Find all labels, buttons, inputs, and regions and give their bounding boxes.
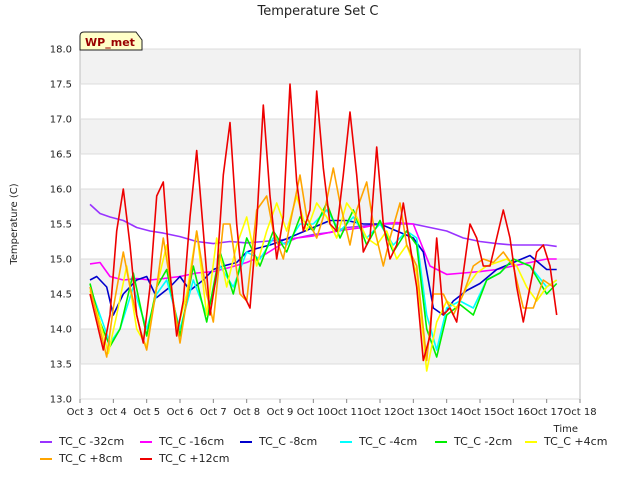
legend-item: TC_C -4cm [340, 435, 417, 448]
series-line-4 [89, 202, 558, 358]
legend-item: TC_C +8cm [40, 452, 122, 465]
legend-label: TC_C -2cm [454, 435, 513, 448]
x-tick-label: Oct 3 [67, 407, 94, 418]
y-tick-label: 15.5 [50, 220, 72, 231]
y-axis-ticks: 13.0 13.5 14.0 14.5 15.0 15.5 16.0 16.5 17.0 17.5… [50, 45, 72, 406]
legend-item: TC_C +4cm [525, 435, 607, 448]
x-tick-label: Oct 15 [463, 407, 496, 418]
legend-label: TC_C -8cm [259, 435, 318, 448]
legend-swatch [140, 440, 152, 443]
legend-swatch [435, 440, 447, 443]
legend: TC_C -32cm TC_C -16cm TC_C -8cm TC_C -4cm TC… [0, 432, 640, 476]
legend-item: TC_C +12cm [140, 452, 229, 465]
legend-label: TC_C -32cm [59, 435, 125, 448]
series-line-6 [89, 167, 554, 362]
y-tick-label: 14.5 [50, 290, 72, 301]
legend-swatch [340, 440, 352, 443]
x-tick-label: Oct 18 [563, 407, 596, 418]
y-tick-label: 13.0 [50, 395, 72, 406]
background-band [80, 84, 580, 119]
x-tick-label: Oct 4 [100, 407, 127, 418]
chart-title: Temperature Set C [256, 4, 378, 19]
x-tick-label: Oct 9 [267, 407, 294, 418]
y-axis-label: Temperature (C) [9, 183, 20, 265]
background-band [80, 49, 580, 84]
x-tick-label: Oct 16 [497, 407, 530, 418]
y-tick-label: 17.0 [50, 115, 72, 126]
x-axis-label: Time [553, 424, 578, 435]
x-tick-label: Oct 6 [167, 407, 194, 418]
background-band [80, 294, 580, 329]
annotation-badge: WP_met [79, 31, 143, 51]
x-tick-label: Oct 10 [297, 407, 330, 418]
legend-swatch [240, 440, 252, 443]
legend-label: TC_C +8cm [59, 452, 123, 465]
y-gridlines [80, 48, 580, 400]
y-tick-label: 16.0 [50, 185, 72, 196]
background-band [80, 259, 580, 294]
legend-item: TC_C -8cm [240, 435, 317, 448]
legend-swatch [525, 440, 537, 443]
series-lines [89, 83, 558, 372]
legend-label: TC_C -4cm [359, 435, 418, 448]
legend-swatch [40, 440, 52, 443]
y-tick-label: 14.0 [50, 325, 72, 336]
legend-label: TC_C +12cm [159, 452, 230, 465]
legend-label: TC_C +4cm [544, 435, 608, 448]
x-tick-label: Oct 12 [363, 407, 396, 418]
y-tick-label: 16.5 [50, 150, 72, 161]
x-axis-ticks: Oct 3 Oct 4 Oct 5 Oct 6 Oct 7 Oct 8 Oct 9 Oct 1… [67, 399, 597, 418]
legend-item: TC_C -32cm [40, 435, 124, 448]
x-tick-label: Oct 8 [233, 407, 260, 418]
x-tick-label: Oct 7 [200, 407, 227, 418]
legend-swatch [140, 457, 152, 460]
legend-item: TC_C -2cm [435, 435, 512, 448]
legend-swatch [40, 457, 52, 460]
x-tick-label: Oct 5 [133, 407, 160, 418]
legend-item: TC_C -16cm [140, 435, 224, 448]
background-band [80, 119, 580, 154]
series-line-0 [89, 203, 557, 248]
y-tick-label: 13.5 [50, 360, 72, 371]
y-tick-label: 15.0 [50, 255, 72, 266]
y-tick-label: 18.0 [50, 45, 72, 56]
x-tick-label: Oct 17 [530, 407, 563, 418]
background-band [80, 329, 580, 364]
legend-label: TC_C -16cm [159, 435, 225, 448]
background-band [80, 364, 580, 399]
series-line-7 [89, 83, 558, 362]
y-tick-label: 17.5 [50, 80, 72, 91]
x-tick-label: Oct 13 [397, 407, 430, 418]
x-tick-label: Oct 11 [330, 407, 363, 418]
annotation-text: WP_met [85, 36, 135, 49]
x-tick-label: Oct 14 [430, 407, 463, 418]
